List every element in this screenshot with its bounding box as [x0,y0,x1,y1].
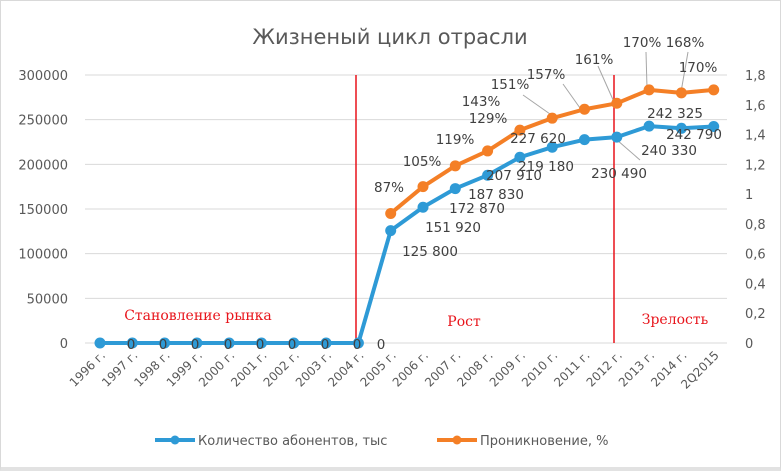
data-label-subscribers: 0 [353,337,362,353]
chart-title: Жизненый цикл отрасли [252,25,527,49]
data-label-subscribers: 230 490 [591,166,647,182]
data-point-marker [514,124,526,136]
data-label-penetration: 87% [374,180,404,196]
data-point-marker [546,141,558,153]
data-label-subscribers: 0 [224,337,233,353]
right-axis-tick: 1,4 [745,129,766,144]
data-label-subscribers: 242 325 [647,106,703,122]
data-point-marker [579,103,590,115]
data-label-penetration: 129% [469,111,508,127]
data-point-marker [449,183,461,195]
phase-label: Рост [447,314,481,330]
right-axis-tick: 0 [745,337,753,352]
left-axis-tick: 300000 [18,69,68,84]
right-axis-tick: 0,2 [745,307,766,322]
data-point-marker [546,112,558,124]
right-axis-tick: 1,2 [745,158,766,173]
data-point-marker [514,151,526,163]
right-axis-tick: 1,8 [745,69,766,84]
data-point-marker [643,84,655,96]
data-label-subscribers: 172 870 [449,201,505,217]
data-label-subscribers: 0 [191,337,200,353]
data-point-marker [191,337,203,349]
data-point-marker [417,201,429,213]
data-label-penetration: 170% [679,60,718,76]
label-leader-line [597,65,615,103]
data-label-penetration: 161% [575,52,614,68]
data-point-marker [223,337,235,349]
data-label-subscribers: 0 [159,337,168,353]
left-axis-tick: 150000 [18,203,68,218]
data-point-marker [288,337,300,349]
data-point-marker [449,160,461,172]
data-point-marker [159,337,171,349]
data-point-marker [352,337,364,349]
legend-marker-icon [170,435,180,445]
right-axis-tick: 0,6 [745,248,766,263]
left-axis-tick: 50000 [27,292,68,307]
data-label-subscribers: 0 [377,337,386,353]
data-label-penetration: 143% [462,94,501,110]
left-axis-tick: 100000 [18,248,68,263]
data-point-marker [417,181,429,193]
left-axis-tick: 0 [60,337,68,352]
data-point-marker [708,121,720,133]
data-label-penetration: 157% [527,67,566,83]
data-label-penetration: 119% [436,132,475,148]
data-label-penetration: 170% [623,35,662,51]
label-leader-line [680,51,689,93]
data-point-marker [708,84,720,96]
data-point-marker [320,337,332,349]
legend-item: Количество абонентов, тыс [198,434,387,449]
data-point-marker [94,337,106,349]
data-label-penetration: 151% [491,77,530,93]
data-point-marker [126,337,138,349]
label-leader-line [645,51,648,89]
right-axis-tick: 1 [745,188,753,203]
data-label-subscribers: 125 800 [402,244,458,260]
data-label-subscribers: 0 [321,337,330,353]
data-point-marker [643,120,655,132]
label-leader-line [616,139,641,161]
left-axis-tick: 200000 [18,158,68,173]
right-axis-tick: 0,4 [745,277,766,292]
legend-marker-icon [452,435,462,445]
data-label-subscribers: 187 830 [468,187,524,203]
data-label-subscribers: 207 910 [486,168,542,184]
data-label-subscribers: 0 [288,337,297,353]
data-label-penetration: 168% [666,35,705,51]
data-point-marker [611,131,623,143]
legend-item: Проникновение, % [480,434,608,449]
phase-label: Становление рынка [124,308,272,324]
data-point-marker [675,87,687,99]
data-label-subscribers: 219 180 [518,159,574,175]
left-axis-tick: 250000 [18,114,68,129]
phase-label: Зрелость [642,312,709,328]
data-label-subscribers: 151 920 [425,220,481,236]
right-axis-tick: 1,6 [745,99,766,114]
data-point-marker [675,122,687,134]
data-label-subscribers: 240 330 [641,143,697,159]
data-point-marker [579,134,590,146]
data-point-marker [611,97,623,109]
data-label-subscribers: 227 620 [510,131,566,147]
data-point-marker [385,225,397,237]
right-axis-tick: 0,8 [745,218,766,233]
label-leader-line [522,94,551,115]
data-label-penetration: 105% [403,154,442,170]
data-label-subscribers: 242 790 [666,127,722,143]
data-label-subscribers: 0 [127,337,136,353]
label-leader-line [562,83,581,109]
data-point-marker [482,145,494,157]
data-point-marker [482,169,494,181]
data-point-marker [385,207,397,219]
data-point-marker [256,337,267,349]
data-label-subscribers: 0 [256,337,265,353]
